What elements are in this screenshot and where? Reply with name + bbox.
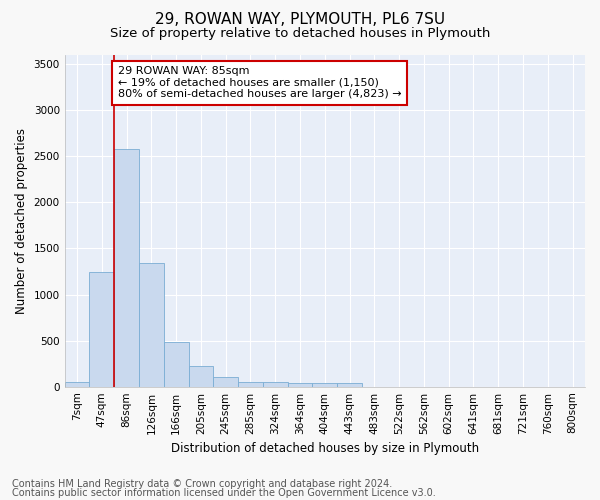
Bar xyxy=(188,366,214,386)
Text: Contains public sector information licensed under the Open Government Licence v3: Contains public sector information licen… xyxy=(12,488,436,498)
Bar xyxy=(337,384,362,386)
Bar xyxy=(238,382,263,386)
Bar xyxy=(114,149,139,386)
Bar xyxy=(139,263,164,386)
Bar xyxy=(89,272,114,386)
Text: 29 ROWAN WAY: 85sqm
← 19% of detached houses are smaller (1,150)
80% of semi-det: 29 ROWAN WAY: 85sqm ← 19% of detached ho… xyxy=(118,66,401,100)
Bar xyxy=(164,342,188,386)
Bar xyxy=(214,376,238,386)
Y-axis label: Number of detached properties: Number of detached properties xyxy=(15,128,28,314)
Text: 29, ROWAN WAY, PLYMOUTH, PL6 7SU: 29, ROWAN WAY, PLYMOUTH, PL6 7SU xyxy=(155,12,445,28)
X-axis label: Distribution of detached houses by size in Plymouth: Distribution of detached houses by size … xyxy=(171,442,479,455)
Bar xyxy=(263,382,287,386)
Bar xyxy=(313,382,337,386)
Text: Contains HM Land Registry data © Crown copyright and database right 2024.: Contains HM Land Registry data © Crown c… xyxy=(12,479,392,489)
Text: Size of property relative to detached houses in Plymouth: Size of property relative to detached ho… xyxy=(110,28,490,40)
Bar xyxy=(287,384,313,386)
Bar xyxy=(65,382,89,386)
